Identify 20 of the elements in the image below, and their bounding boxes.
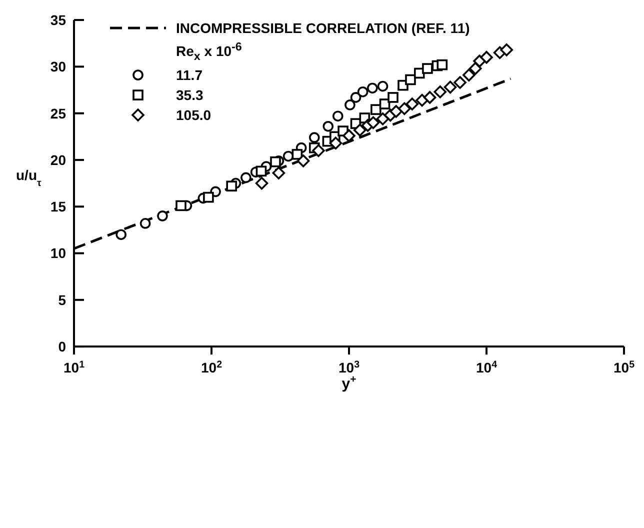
legend-label: 35.3 (176, 86, 204, 104)
y-tick-label: 25 (50, 105, 66, 122)
y-tick-label: 10 (50, 245, 66, 262)
x-tick-label: 10$^{4}$ (476, 359, 498, 376)
legend-label: INCOMPRESSIBLE CORRELATION (REF. 11) (176, 19, 470, 37)
y-tick-label: 30 (50, 58, 66, 75)
y-tick-label: 5 (58, 292, 66, 308)
x-tick-label: 10$^{3}$ (338, 359, 360, 376)
legend-title: Re$_{x}$ x 10$^{-6}$ (176, 40, 242, 62)
y-tick-label: 35 (50, 12, 66, 28)
legend-label: 11.7 (176, 66, 202, 84)
y-tick-label: 15 (50, 198, 66, 215)
legend-label: 105.0 (176, 106, 212, 124)
x-tick-label: 10$^{1}$ (63, 359, 86, 376)
x-tick-label: 10$^{5}$ (613, 359, 636, 376)
x-tick-label: 10$^{2}$ (200, 359, 223, 376)
y-tick-label: 0 (58, 338, 66, 355)
y-tick-label: 20 (50, 152, 66, 168)
y-axis-title: u/u$_{τ}$ (16, 167, 42, 188)
x-axis-title: y$^{+}$ (342, 374, 356, 393)
